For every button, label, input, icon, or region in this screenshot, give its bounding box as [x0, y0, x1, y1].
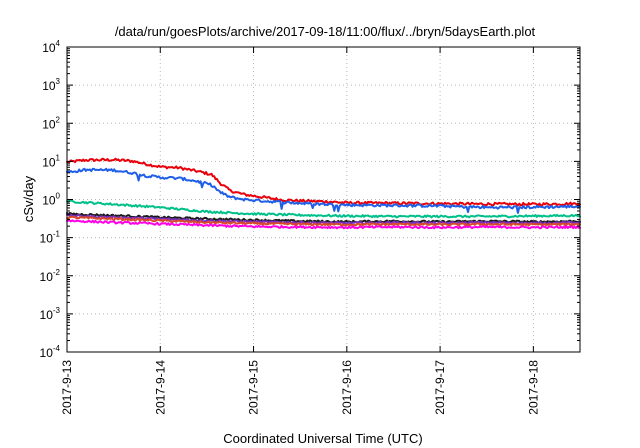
y-tick-label: 10-1 [40, 230, 61, 246]
y-axis-title: cSv/day [21, 175, 36, 222]
series-line-3 [66, 199, 581, 219]
data-series-group [66, 157, 581, 230]
series-line-7 [66, 219, 581, 230]
y-tick-label: 10-3 [40, 306, 61, 322]
x-axis-title: Coordinated Universal Time (UTC) [223, 431, 422, 446]
x-tick-label: 2017-9-17 [433, 360, 447, 415]
y-tick-label: 102 [42, 115, 60, 131]
y-tick-label: 100 [42, 192, 60, 208]
x-tick-label: 2017-9-13 [60, 360, 74, 415]
y-tick-label: 104 [42, 39, 60, 55]
axis-ticks [66, 46, 580, 353]
y-tick-label: 10-4 [40, 344, 61, 360]
series-line-6 [66, 215, 581, 227]
x-tick-label: 2017-9-16 [340, 360, 354, 415]
series-line-5 [66, 213, 581, 225]
chart-title: /data/run/goesPlots/archive/2017-09-18/1… [115, 24, 536, 39]
x-tick-label: 2017-9-18 [526, 360, 540, 415]
x-tick-label: 2017-9-14 [153, 360, 167, 415]
series-line-1 [66, 157, 581, 207]
y-tick-labels: 10-4 10-3 10-2 10-1 100 101 102 103 104 [40, 39, 61, 360]
y-tick-label: 103 [42, 77, 60, 93]
x-tick-labels: 2017-9-13 2017-9-14 2017-9-15 2017-9-16 2017… [60, 360, 540, 415]
x-tick-label: 2017-9-15 [247, 360, 261, 415]
grid-lines [67, 47, 580, 352]
series-line-2 [66, 167, 581, 214]
y-tick-label: 10-2 [40, 268, 61, 284]
y-tick-label: 101 [42, 153, 60, 169]
